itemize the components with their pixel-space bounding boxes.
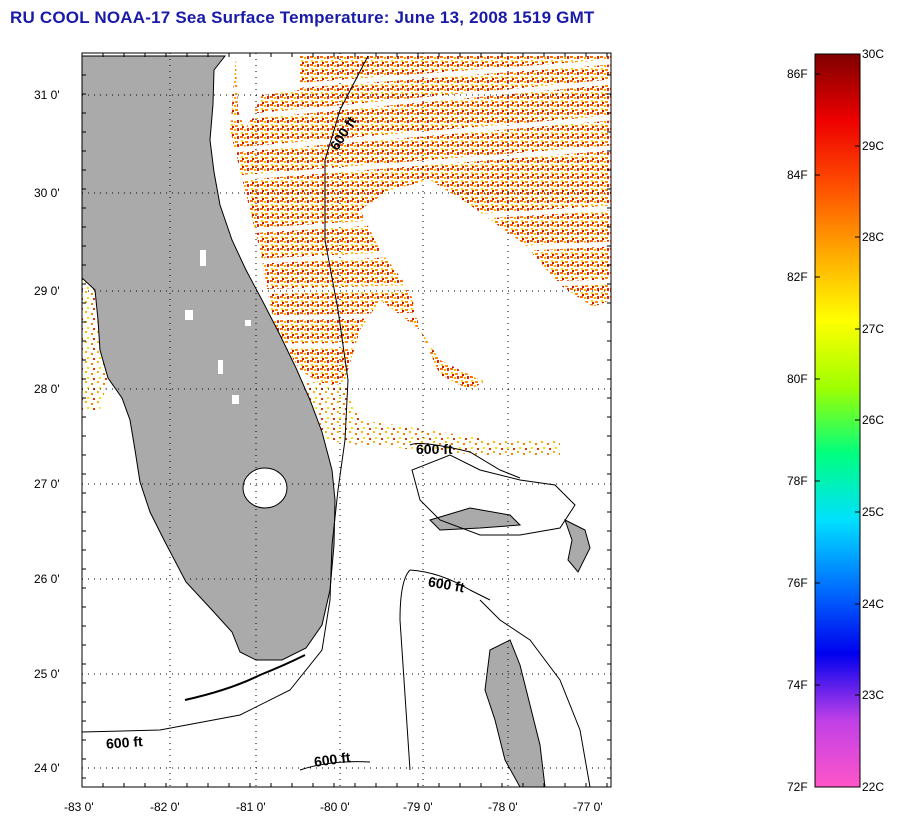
celsius-label: 27C — [862, 322, 884, 336]
colorbar-ramp — [814, 53, 861, 788]
florida-keys — [184, 654, 306, 701]
celsius-label: 29C — [862, 139, 884, 153]
sst-data-layer — [82, 55, 611, 787]
lon-tick-label: -83 0' — [64, 800, 94, 814]
lat-tick-label: 26 0' — [34, 572, 60, 586]
frame-ticks — [82, 53, 611, 787]
celsius-label: 24C — [862, 597, 884, 611]
fahrenheit-label: 80F — [787, 372, 808, 386]
contour-label: 600 ft — [416, 441, 453, 457]
contour-label: 600 ft — [106, 733, 144, 752]
isobath-600ft — [82, 55, 521, 771]
orbit-streaks — [209, 59, 611, 349]
latitude-axis: 31 0' 30 0' 29 0' 28 0' 27 0' 26 0' 25 0… — [34, 88, 60, 775]
abaco-island — [564, 519, 591, 573]
florida-land — [82, 55, 336, 661]
fahrenheit-label: 84F — [787, 168, 808, 182]
fahrenheit-label: 78F — [787, 474, 808, 488]
great-bahama-bank-outline — [479, 599, 591, 787]
cloud-gap-west — [236, 56, 300, 130]
fahrenheit-label: 72F — [787, 780, 808, 794]
plot-frame — [81, 52, 612, 788]
lon-tick-label: -82 0' — [150, 800, 180, 814]
lat-tick-label: 28 0' — [34, 382, 60, 396]
celsius-label: 23C — [862, 688, 884, 702]
lon-tick-label: -77 0' — [573, 800, 603, 814]
little-bahama-bank-outline — [411, 454, 576, 536]
map-title: RU COOL NOAA-17 Sea Surface Temperature:… — [10, 8, 595, 27]
contour-label: 600 ft — [313, 749, 352, 770]
lat-tick-label: 24 0' — [34, 761, 60, 775]
celsius-label: 28C — [862, 230, 884, 244]
fahrenheit-label: 74F — [787, 678, 808, 692]
lat-tick-label: 27 0' — [34, 477, 60, 491]
fahrenheit-label: 76F — [787, 576, 808, 590]
temperature-colorbar: 86F 84F 82F 80F 78F 76F 74F 72F 30C 29C … — [787, 47, 884, 794]
lat-tick-label: 31 0' — [34, 88, 60, 102]
longitude-axis: -83 0' -82 0' -81 0' -80 0' -79 0' -78 0… — [64, 800, 603, 814]
andros-island — [484, 639, 546, 787]
fahrenheit-label: 86F — [787, 67, 808, 81]
colorbar-ticks — [815, 53, 860, 696]
lon-tick-label: -81 0' — [236, 800, 266, 814]
celsius-label: 25C — [862, 505, 884, 519]
celsius-label: 22C — [862, 780, 884, 794]
lat-tick-label: 29 0' — [34, 284, 60, 298]
lake-okeechobee — [242, 467, 288, 509]
lon-tick-label: -80 0' — [320, 800, 350, 814]
lon-tick-label: -78 0' — [488, 800, 518, 814]
lat-tick-label: 30 0' — [34, 186, 60, 200]
lat-tick-label: 25 0' — [34, 667, 60, 681]
graticule — [82, 53, 611, 787]
inland-lakes — [185, 250, 251, 404]
lon-tick-label: -79 0' — [403, 800, 433, 814]
fahrenheit-label: 82F — [787, 270, 808, 284]
celsius-label: 30C — [862, 47, 884, 61]
celsius-label: 26C — [862, 413, 884, 427]
sst-sparse-region — [290, 380, 560, 455]
